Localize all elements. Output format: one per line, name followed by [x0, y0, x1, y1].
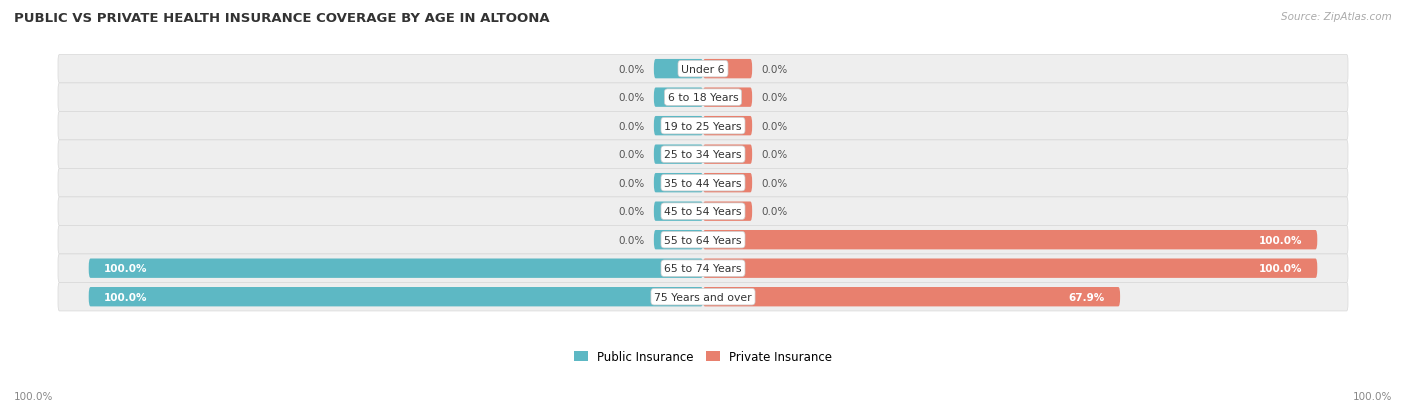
- Text: 65 to 74 Years: 65 to 74 Years: [664, 263, 742, 273]
- Text: 100.0%: 100.0%: [104, 263, 148, 273]
- Text: 6 to 18 Years: 6 to 18 Years: [668, 93, 738, 103]
- Text: 19 to 25 Years: 19 to 25 Years: [664, 121, 742, 131]
- FancyBboxPatch shape: [654, 202, 703, 221]
- FancyBboxPatch shape: [654, 117, 703, 136]
- Text: PUBLIC VS PRIVATE HEALTH INSURANCE COVERAGE BY AGE IN ALTOONA: PUBLIC VS PRIVATE HEALTH INSURANCE COVER…: [14, 12, 550, 25]
- FancyBboxPatch shape: [58, 84, 1348, 112]
- Text: 100.0%: 100.0%: [104, 292, 148, 302]
- Text: 100.0%: 100.0%: [1258, 263, 1302, 273]
- FancyBboxPatch shape: [654, 145, 703, 164]
- FancyBboxPatch shape: [703, 117, 752, 136]
- FancyBboxPatch shape: [58, 55, 1348, 84]
- Text: 67.9%: 67.9%: [1069, 292, 1105, 302]
- Text: 100.0%: 100.0%: [1353, 391, 1392, 401]
- FancyBboxPatch shape: [654, 88, 703, 107]
- Text: 55 to 64 Years: 55 to 64 Years: [664, 235, 742, 245]
- Text: 35 to 44 Years: 35 to 44 Years: [664, 178, 742, 188]
- FancyBboxPatch shape: [89, 287, 703, 306]
- FancyBboxPatch shape: [703, 230, 1317, 250]
- Text: 0.0%: 0.0%: [762, 150, 787, 160]
- Text: 0.0%: 0.0%: [762, 121, 787, 131]
- FancyBboxPatch shape: [654, 230, 703, 250]
- FancyBboxPatch shape: [703, 60, 752, 79]
- FancyBboxPatch shape: [654, 60, 703, 79]
- Text: 0.0%: 0.0%: [762, 93, 787, 103]
- Text: 25 to 34 Years: 25 to 34 Years: [664, 150, 742, 160]
- FancyBboxPatch shape: [58, 226, 1348, 254]
- Text: 0.0%: 0.0%: [762, 64, 787, 74]
- FancyBboxPatch shape: [89, 259, 703, 278]
- Text: 0.0%: 0.0%: [619, 93, 644, 103]
- FancyBboxPatch shape: [654, 173, 703, 193]
- FancyBboxPatch shape: [58, 112, 1348, 140]
- Legend: Public Insurance, Private Insurance: Public Insurance, Private Insurance: [569, 346, 837, 368]
- FancyBboxPatch shape: [703, 88, 752, 107]
- Text: 100.0%: 100.0%: [14, 391, 53, 401]
- Text: 100.0%: 100.0%: [1258, 235, 1302, 245]
- FancyBboxPatch shape: [703, 287, 1121, 306]
- Text: 0.0%: 0.0%: [619, 178, 644, 188]
- FancyBboxPatch shape: [58, 169, 1348, 197]
- FancyBboxPatch shape: [58, 197, 1348, 226]
- FancyBboxPatch shape: [703, 259, 1317, 278]
- Text: 0.0%: 0.0%: [762, 206, 787, 217]
- Text: Under 6: Under 6: [682, 64, 724, 74]
- FancyBboxPatch shape: [703, 173, 752, 193]
- FancyBboxPatch shape: [58, 140, 1348, 169]
- Text: 0.0%: 0.0%: [619, 206, 644, 217]
- Text: 0.0%: 0.0%: [619, 150, 644, 160]
- Text: 75 Years and over: 75 Years and over: [654, 292, 752, 302]
- Text: 0.0%: 0.0%: [619, 121, 644, 131]
- FancyBboxPatch shape: [703, 145, 752, 164]
- FancyBboxPatch shape: [58, 283, 1348, 311]
- Text: Source: ZipAtlas.com: Source: ZipAtlas.com: [1281, 12, 1392, 22]
- FancyBboxPatch shape: [703, 202, 752, 221]
- Text: 0.0%: 0.0%: [762, 178, 787, 188]
- Text: 0.0%: 0.0%: [619, 235, 644, 245]
- Text: 0.0%: 0.0%: [619, 64, 644, 74]
- FancyBboxPatch shape: [58, 254, 1348, 283]
- Text: 45 to 54 Years: 45 to 54 Years: [664, 206, 742, 217]
